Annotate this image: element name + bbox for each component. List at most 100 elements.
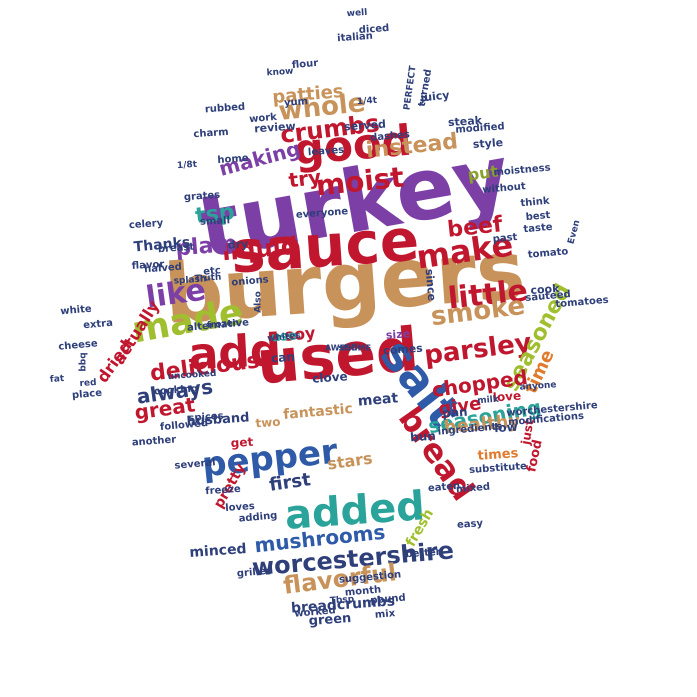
word-style: style xyxy=(472,136,503,151)
word-work: work xyxy=(249,112,278,125)
word-halved: halved xyxy=(144,262,182,276)
word-modified: modified xyxy=(455,121,505,135)
word-diced: diced xyxy=(358,23,389,36)
word-italian: italian xyxy=(337,31,373,44)
word-truth: Truth xyxy=(194,273,221,285)
word-uncooked: uncooked xyxy=(167,369,216,382)
word-cook: cook xyxy=(530,282,560,297)
word-love: love xyxy=(492,389,521,405)
word-onions: onions xyxy=(231,274,269,288)
word-celery: celery xyxy=(129,218,165,231)
word-just: just xyxy=(518,418,536,447)
word-better: better xyxy=(405,547,441,560)
word-plain: plain xyxy=(174,231,237,261)
word-still: still xyxy=(339,344,358,354)
word-good: good xyxy=(292,115,414,174)
word-husband: husband xyxy=(186,410,250,429)
word-breast: breast xyxy=(158,242,195,256)
word-thanks: Thanks xyxy=(133,235,191,256)
word-green: green xyxy=(308,611,352,629)
word-add: add xyxy=(187,325,282,381)
word-times: times xyxy=(477,446,519,464)
word-size: size xyxy=(385,327,410,342)
word-pan: pan xyxy=(442,405,468,421)
word-frozen: frozen xyxy=(207,318,240,331)
word-two: two xyxy=(255,415,281,431)
word-minced: minced xyxy=(189,541,247,561)
word-dashes: dashes xyxy=(370,129,411,143)
word-adding: adding xyxy=(238,510,278,524)
word-mix: mix xyxy=(374,608,396,621)
word-put: put xyxy=(466,161,499,184)
word-taste: taste xyxy=(523,222,553,236)
word-bbq: bbq xyxy=(79,352,89,371)
word-liquid: liquid xyxy=(221,232,299,267)
word-try: try xyxy=(287,165,322,193)
word-comes: comes xyxy=(383,342,424,358)
word-tomatoes: tomatoes xyxy=(555,295,609,311)
word-flour: flour xyxy=(291,58,318,71)
word-charm: charm xyxy=(193,127,229,140)
word-get: get xyxy=(230,435,254,451)
word-food: food xyxy=(524,438,545,473)
word-fat: fat xyxy=(50,374,66,385)
word-past: past xyxy=(492,232,518,245)
word-small: small xyxy=(200,215,231,228)
word-think: think xyxy=(520,196,550,210)
word-leaves: leaves xyxy=(308,145,345,159)
word-beef: beef xyxy=(446,212,504,243)
word-everyone: everyone xyxy=(296,206,349,221)
word-red: red xyxy=(79,378,97,389)
word-eaten: eaten xyxy=(428,481,461,495)
word-another: another xyxy=(132,434,177,448)
word-followed: followed xyxy=(160,418,209,433)
word-etc: etc xyxy=(203,265,221,277)
word-low: low xyxy=(494,420,518,436)
word-grates: grates xyxy=(184,190,221,204)
word-use: use xyxy=(270,328,297,345)
word-served: served xyxy=(344,118,387,134)
word-tsp: tsp xyxy=(194,200,236,230)
word-awesome: AWESOME xyxy=(325,344,371,353)
word-since: since xyxy=(423,268,439,301)
word-pound: pound xyxy=(370,592,406,606)
word-sauteed: sauteed xyxy=(525,289,571,304)
word-best: best xyxy=(525,210,551,223)
word-clove: clove xyxy=(312,369,348,385)
word-soy: soy xyxy=(284,323,317,345)
word-whites: whites xyxy=(267,331,301,344)
word-like: like xyxy=(144,273,208,316)
word-white: white xyxy=(60,304,92,318)
word-several: several xyxy=(174,457,216,472)
word-flavor: flavor xyxy=(132,259,165,272)
word-used: used xyxy=(254,315,422,399)
word-added: added xyxy=(283,483,426,539)
word-mixed: mixed xyxy=(456,482,491,496)
word-review: review xyxy=(254,120,296,136)
word-month: month xyxy=(344,584,381,598)
word-fantastic: fantastic xyxy=(283,401,354,423)
word-rubbed: rubbed xyxy=(205,102,246,116)
word-extra: extra xyxy=(83,318,114,332)
word-breadcrumbs: breadcrumbs xyxy=(291,593,396,616)
word-milk: milk xyxy=(477,394,500,406)
word-also: Also xyxy=(254,291,264,313)
word-suggestion: suggestion xyxy=(339,569,402,585)
word-juicy: juicy xyxy=(419,89,450,105)
word-steak: steak xyxy=(448,114,484,129)
word-bun: bun xyxy=(410,429,437,445)
word-anyone: anyone xyxy=(519,380,557,393)
word-tbsp: Tbsp xyxy=(330,595,356,607)
word-freeze: freeze xyxy=(205,484,241,497)
word-well: well xyxy=(346,8,367,19)
word-1-8t: 1/8t xyxy=(177,160,198,171)
word-splash: splash xyxy=(173,274,206,286)
word-tomato: tomato xyxy=(527,246,568,260)
word-sauce: sauce xyxy=(228,206,421,287)
word-dry: dry xyxy=(227,237,248,251)
word-place: place xyxy=(72,388,103,402)
word-easy: easy xyxy=(457,518,484,531)
word-know: know xyxy=(266,67,294,79)
